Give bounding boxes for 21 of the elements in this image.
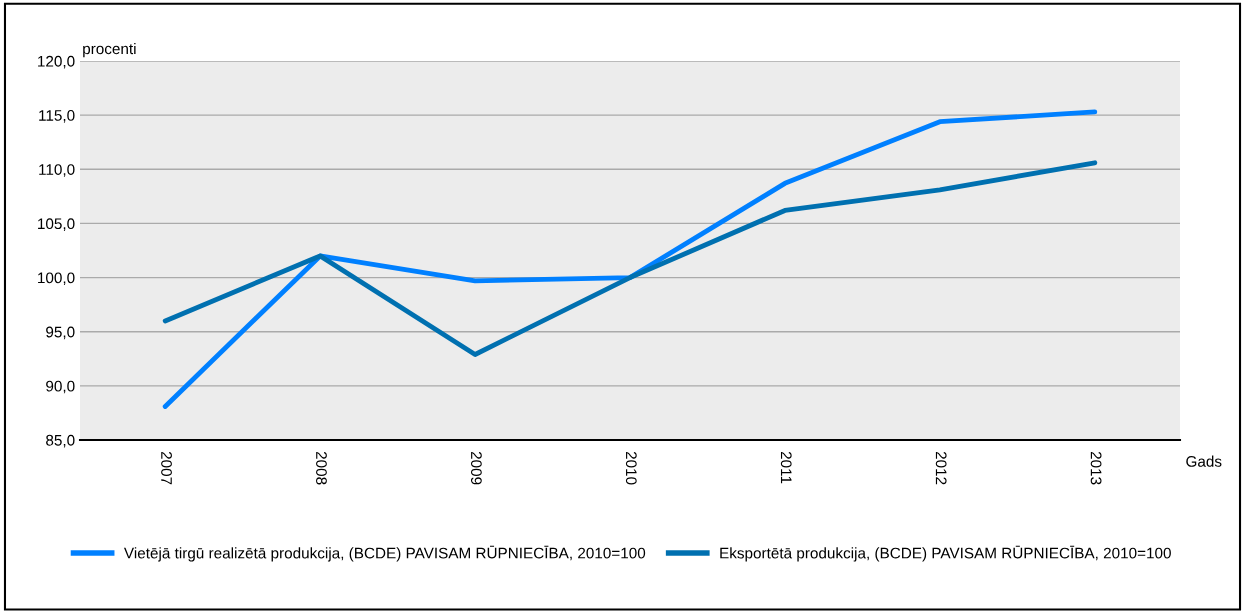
x-tick-label: 2013 <box>1090 451 1102 485</box>
y-tick-label: 105,0 <box>38 218 75 231</box>
y-axis-title: procenti <box>83 42 136 58</box>
y-tick-label: 95,0 <box>46 326 75 340</box>
legend-label: Vietējā tirgū realizētā produkcija, (BCDE) PAVISAM RŪPNIECĪBA, 2010=100 <box>123 545 646 562</box>
x-tick-label: 2007 <box>161 451 172 485</box>
y-tick-label: 100,0 <box>38 272 75 286</box>
y-tick-label: 90,0 <box>46 380 75 394</box>
x-tick-label: 2008 <box>316 451 327 485</box>
y-tick-label: 115,0 <box>39 110 75 123</box>
y-tick-label: 120,0 <box>38 55 75 69</box>
legend-label: Eksportētā produkcija, (BCDE) PAVISAM RŪPNIECĪBA, 2010=100 <box>720 545 1171 562</box>
y-tick-label: 110,0 <box>39 164 75 177</box>
x-tick-label: 2012 <box>935 451 947 485</box>
line-series <box>162 160 1098 357</box>
line-series <box>162 109 1098 409</box>
x-tick-label: 2009 <box>470 451 482 485</box>
x-axis-title: Gads <box>1186 455 1222 467</box>
x-tick-label: 2010 <box>625 451 637 485</box>
x-tick-label: 2011 <box>780 451 792 484</box>
y-tick-label: 85,0 <box>46 434 75 448</box>
